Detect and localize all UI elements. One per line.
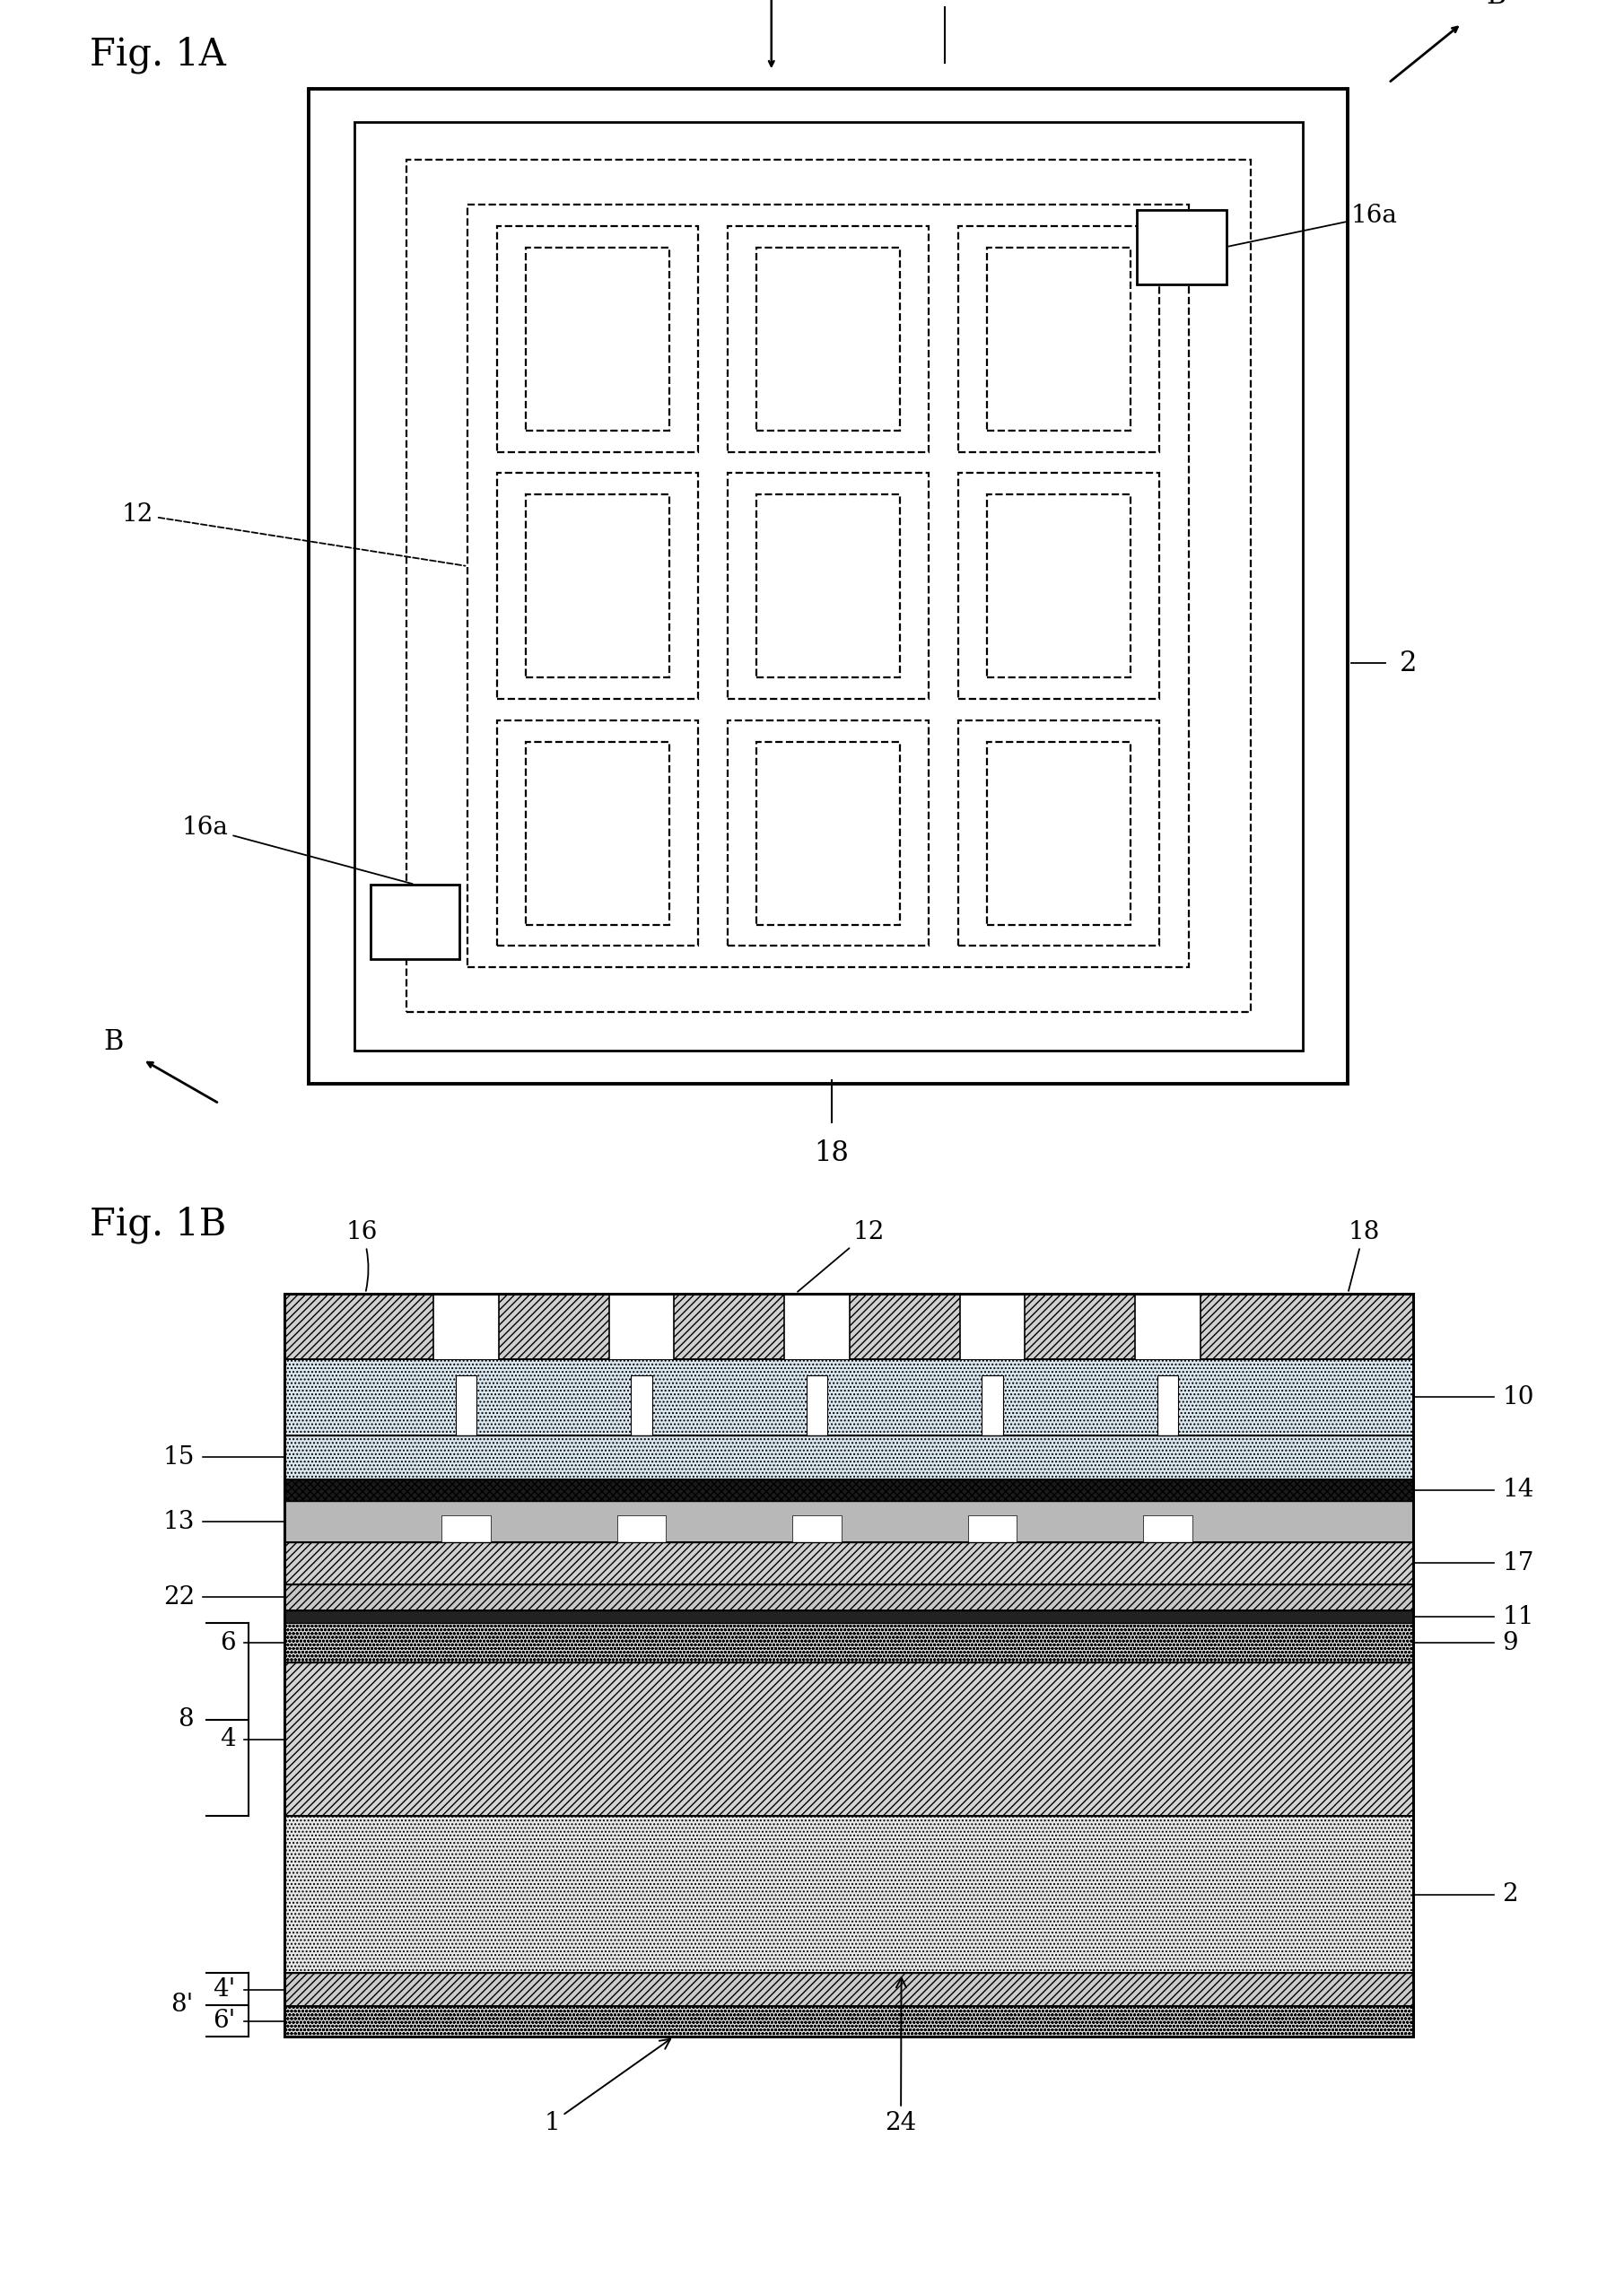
- Bar: [960, 1293, 1025, 1359]
- Text: 8': 8': [171, 1992, 193, 2017]
- Text: B: B: [1486, 0, 1505, 9]
- Bar: [630, 1375, 651, 1435]
- Text: 10: 10: [1502, 1384, 1535, 1409]
- Bar: [284, 1435, 1413, 1480]
- Bar: [284, 1662, 1413, 1815]
- Bar: [958, 720, 1160, 945]
- Bar: [617, 1514, 666, 1542]
- Text: 12: 12: [122, 503, 464, 565]
- Bar: [793, 1514, 841, 1542]
- Text: 11: 11: [1502, 1605, 1535, 1628]
- Text: 14: 14: [1502, 1478, 1535, 1503]
- Bar: [284, 1359, 1413, 1435]
- Bar: [284, 1542, 1413, 1585]
- Bar: [468, 205, 1189, 968]
- Bar: [455, 1375, 477, 1435]
- Text: 16: 16: [346, 1220, 378, 1291]
- Text: 8: 8: [177, 1708, 193, 1733]
- Bar: [728, 474, 929, 699]
- Bar: [370, 883, 460, 959]
- Bar: [406, 159, 1250, 1013]
- Bar: [987, 248, 1130, 430]
- Text: 4': 4': [213, 1976, 235, 2001]
- Bar: [1158, 1375, 1179, 1435]
- Text: 12: 12: [797, 1220, 885, 1291]
- Bar: [526, 494, 669, 679]
- Bar: [284, 1585, 1413, 1610]
- Text: 9: 9: [1502, 1630, 1518, 1655]
- Bar: [284, 1501, 1413, 1542]
- Bar: [434, 1293, 499, 1359]
- Bar: [1135, 1293, 1200, 1359]
- Text: 2: 2: [1400, 649, 1418, 676]
- Bar: [497, 720, 698, 945]
- Bar: [497, 225, 698, 451]
- Bar: [987, 494, 1130, 679]
- Bar: [526, 742, 669, 924]
- Bar: [981, 1375, 1004, 1435]
- Bar: [284, 2006, 1413, 2036]
- Bar: [987, 742, 1130, 924]
- Bar: [784, 1293, 849, 1359]
- Bar: [806, 1375, 827, 1435]
- Bar: [968, 1514, 1017, 1542]
- Bar: [757, 494, 900, 679]
- Bar: [526, 248, 669, 430]
- Text: 6': 6': [213, 2008, 235, 2033]
- Bar: [958, 474, 1160, 699]
- Bar: [728, 720, 929, 945]
- Text: 13: 13: [162, 1510, 195, 1535]
- Text: 2: 2: [1502, 1883, 1518, 1906]
- Bar: [284, 1293, 1413, 1359]
- Bar: [1137, 209, 1226, 285]
- Bar: [284, 1815, 1413, 1974]
- Bar: [728, 225, 929, 451]
- Bar: [284, 1480, 1413, 1501]
- Text: 22: 22: [164, 1585, 195, 1610]
- Bar: [757, 742, 900, 924]
- Bar: [284, 1974, 1413, 2006]
- Text: 1: 1: [544, 2040, 671, 2136]
- Text: 6: 6: [219, 1630, 235, 1655]
- Text: 15: 15: [162, 1446, 195, 1469]
- Bar: [284, 1624, 1413, 1662]
- Text: Fig. 1B: Fig. 1B: [89, 1207, 226, 1243]
- Bar: [284, 1610, 1413, 1624]
- Text: Fig. 1A: Fig. 1A: [89, 36, 226, 73]
- Text: B: B: [104, 1029, 123, 1057]
- Bar: [442, 1514, 490, 1542]
- Bar: [757, 248, 900, 430]
- Bar: [354, 123, 1302, 1050]
- Text: 16a: 16a: [1229, 203, 1398, 246]
- Text: 18: 18: [814, 1138, 849, 1166]
- Text: 17: 17: [1502, 1551, 1535, 1576]
- Bar: [1143, 1514, 1192, 1542]
- Bar: [497, 474, 698, 699]
- Bar: [284, 1293, 1413, 2036]
- Text: 24: 24: [885, 1979, 916, 2136]
- Bar: [609, 1293, 674, 1359]
- Text: 16a: 16a: [182, 815, 412, 883]
- Text: 18: 18: [1348, 1220, 1380, 1291]
- Bar: [958, 225, 1160, 451]
- Bar: [309, 89, 1348, 1084]
- Text: 4: 4: [219, 1728, 235, 1751]
